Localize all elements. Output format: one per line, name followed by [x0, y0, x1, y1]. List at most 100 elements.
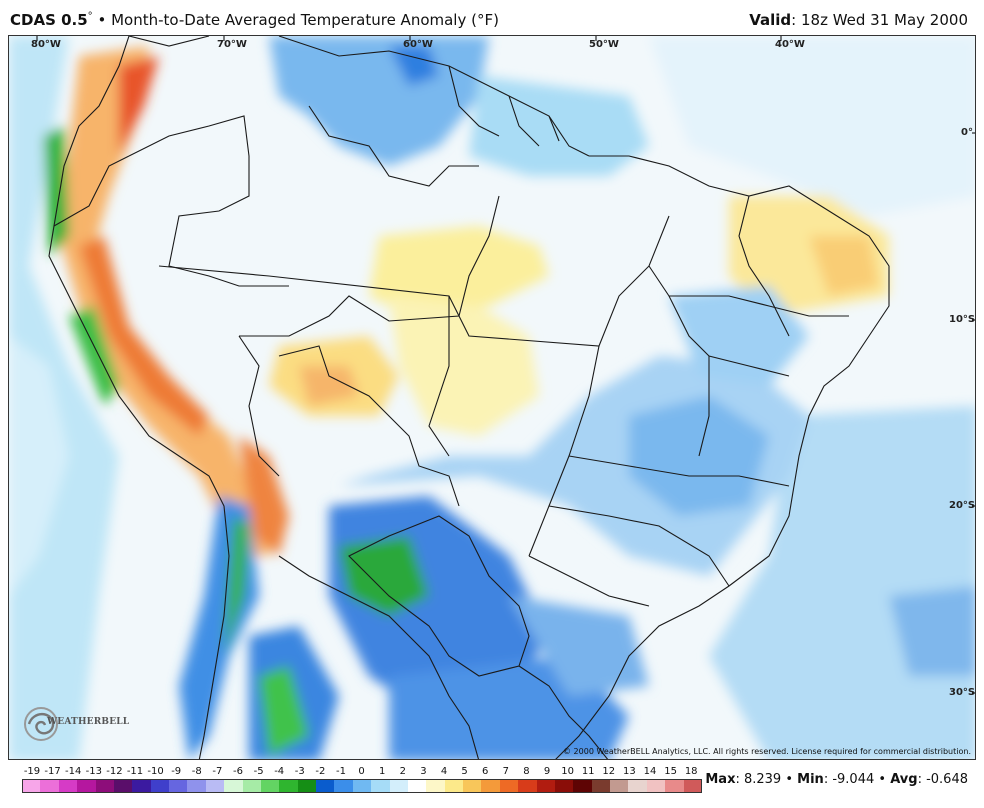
colorbar-tick-label: -11 [126, 766, 144, 777]
swirl-logo-icon [24, 707, 58, 741]
colorbar-swatch [536, 779, 556, 793]
colorbar-swatch [297, 779, 317, 793]
colorbar-swatch [279, 779, 299, 793]
graticule-ticks [36, 36, 975, 694]
map-description: Month-to-Date Averaged Temperature Anoma… [111, 11, 499, 29]
colorbar-swatch [316, 779, 335, 793]
colorbar-tick-label: -8 [191, 766, 202, 777]
colorbar-swatch [665, 779, 685, 793]
anomaly-map: 80°W 70°W 60°W 50°W 40°W 0° 10°S 20°S 30… [8, 35, 976, 760]
colorbar-swatch [389, 779, 409, 793]
min-label: Min [797, 772, 824, 787]
map-header: CDAS 0.5° • Month-to-Date Averaged Tempe… [0, 0, 984, 34]
colorbar-tick-label: 1 [379, 766, 386, 777]
map-canvas [9, 36, 975, 759]
colorbar-tick-label: -13 [85, 766, 102, 777]
colorbar-swatch [260, 779, 280, 793]
colorbar-swatch [187, 779, 207, 793]
colorbar-swatch [481, 779, 501, 793]
title-separator: • [97, 11, 107, 29]
colorbar-swatch [150, 779, 170, 793]
colorbar-swatch [499, 779, 519, 793]
colorbar-swatch [371, 779, 391, 793]
colorbar-tick-label: -1 [336, 766, 346, 777]
weatherbell-logo: WEATHERBELL [21, 701, 129, 747]
colorbar-swatch [554, 779, 574, 793]
boundaries [48, 36, 890, 759]
max-label: Max [705, 772, 736, 787]
colorbar-swatch [58, 779, 78, 793]
colorbar-swatch [113, 779, 133, 793]
colorbar-tick-label: 11 [581, 766, 595, 777]
longitude-label: 70°W [217, 39, 247, 50]
colorbar-swatch [646, 779, 666, 793]
colorbar-tick-label: -5 [253, 766, 264, 777]
min-value: : -9.044 [823, 772, 875, 787]
colorbar-swatch [444, 779, 464, 793]
colorbar-swatch [77, 779, 96, 793]
colorbar-swatch [242, 779, 262, 793]
avg-label: Avg [890, 772, 918, 787]
colorbar-swatch [463, 779, 482, 793]
product-name: CDAS 0.5 [10, 11, 88, 29]
colorbar-tick-label: -4 [274, 766, 285, 777]
longitude-label: 60°W [403, 39, 433, 50]
valid-time: Valid: 18z Wed 31 May 2000 [749, 11, 968, 29]
degree-mark: ° [87, 11, 93, 22]
colorbar-swatch [132, 779, 152, 793]
colorbar-tick-label: 7 [502, 766, 509, 777]
valid-label: Valid [749, 11, 792, 29]
colorbar-tick-label: -6 [233, 766, 243, 777]
colorbar-tick-label: 13 [623, 766, 636, 777]
colorbar-swatch [95, 779, 115, 793]
colorbar-tick-label: -10 [147, 766, 164, 777]
colorbar-swatch [518, 779, 538, 793]
colorbar-tick-label: -12 [106, 766, 123, 777]
colorbar-tick-label: 10 [561, 766, 574, 777]
longitude-label: 40°W [775, 39, 805, 50]
colorbar-tick-label: -3 [294, 766, 305, 777]
colorbar-tick-label: -17 [44, 766, 61, 777]
colorbar-swatch [573, 779, 593, 793]
colorbar-tick-label: 2 [399, 766, 406, 777]
colorbar-swatch [407, 779, 427, 793]
colorbar-swatch [426, 779, 446, 793]
colorbar-tick-label: 0 [358, 766, 365, 777]
colorbar-tick-label: -9 [171, 766, 182, 777]
max-value: : 8.239 [735, 772, 782, 787]
colorbar-swatch [224, 779, 244, 793]
longitude-label: 80°W [31, 39, 61, 50]
latitude-label: 0° [961, 127, 973, 138]
logo-text: WEATHERBELL [47, 717, 130, 727]
colorbar-tick-label: 8 [523, 766, 530, 777]
colorbar-tick-label: 6 [482, 766, 489, 777]
longitude-label: 50°W [589, 39, 619, 50]
colorbar-tick-label: -14 [65, 766, 82, 777]
colorbar-tick-label: 12 [602, 766, 616, 777]
anomaly-shading [9, 36, 975, 759]
latitude-label: 10°S [949, 314, 976, 325]
colorbar-swatch [22, 779, 41, 793]
colorbar-swatch [683, 779, 703, 793]
colorbar-swatch [628, 779, 648, 793]
colorbar-tick-label: 5 [461, 766, 468, 777]
avg-value: : -0.648 [917, 772, 968, 787]
latitude-label: 20°S [949, 500, 976, 511]
colorbar-tick-label: -2 [315, 766, 326, 777]
stats-summary: Max: 8.239 • Min: -9.044 • Avg: -0.648 [705, 772, 968, 787]
colorbar-tick-label: 3 [420, 766, 427, 777]
colorbar-swatch [591, 779, 611, 793]
colorbar-legend: -19 -17 -14 -13 -12 -11 -10 -9 -8 -7 -6 -5 -4 -3 -2 -1 0… [22, 763, 703, 803]
latitude-label: 30°S [949, 687, 976, 698]
colorbar-tick-label: 18 [684, 766, 698, 777]
colorbar-swatch [169, 779, 188, 793]
colorbar-tick-label: -7 [212, 766, 223, 777]
stats-separator: • [878, 772, 887, 787]
colorbar-swatch [205, 779, 225, 793]
colorbar-tick-label: 15 [664, 766, 677, 777]
valid-value: : 18z Wed 31 May 2000 [791, 11, 968, 29]
colorbar-swatch [610, 779, 629, 793]
colorbar-tick-label: 9 [543, 766, 551, 777]
colorbar-swatch [40, 779, 60, 793]
colorbar-border [22, 779, 702, 793]
